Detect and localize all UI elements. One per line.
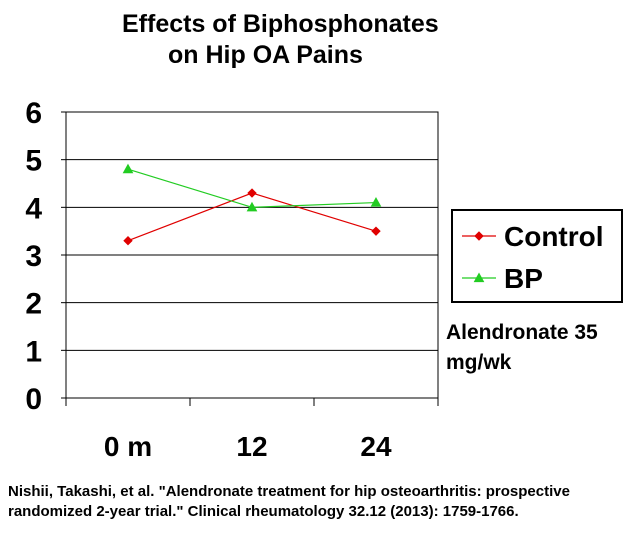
y-tick-label: 1 bbox=[25, 335, 42, 368]
x-tick-label: 24 bbox=[360, 431, 392, 462]
citation-line-1: Nishii, Takashi, et al. "Alendronate tre… bbox=[8, 483, 570, 500]
dosage-annotation-line-1: Alendronate 35 bbox=[446, 321, 598, 344]
y-tick-label: 5 bbox=[25, 145, 42, 178]
citation-line-2: randomized 2-year trial." Clinical rheum… bbox=[8, 503, 519, 520]
legend-box bbox=[451, 209, 623, 303]
data-point-control bbox=[247, 188, 257, 198]
legend-marker-bp bbox=[473, 272, 485, 283]
x-tick-label: 12 bbox=[236, 431, 267, 462]
data-point-bp bbox=[122, 163, 134, 174]
x-tick-label: 0 m bbox=[104, 431, 152, 462]
dosage-annotation-line-2: mg/wk bbox=[446, 351, 512, 374]
y-tick-label: 2 bbox=[25, 288, 42, 321]
chart-title-line-2: on Hip OA Pains bbox=[168, 41, 363, 69]
y-tick-label: 6 bbox=[25, 97, 42, 130]
data-point-bp bbox=[246, 201, 258, 212]
data-point-control bbox=[371, 226, 381, 236]
chart-title-line-1: Effects of Biphosphonates bbox=[122, 10, 439, 38]
legend-label-control: Control bbox=[504, 221, 604, 252]
data-point-bp bbox=[370, 197, 382, 207]
y-tick-label: 4 bbox=[25, 192, 42, 225]
legend-marker-control bbox=[474, 231, 484, 241]
y-tick-label: 3 bbox=[25, 240, 42, 273]
data-point-control bbox=[123, 235, 133, 246]
dosage-annotation: Alendronate 35 mg/wk bbox=[446, 318, 635, 378]
y-tick-label: 0 bbox=[25, 383, 42, 416]
citation: Nishii, Takashi, et al. "Alendronate tre… bbox=[8, 482, 628, 522]
legend-label-bp: BP bbox=[504, 263, 543, 294]
